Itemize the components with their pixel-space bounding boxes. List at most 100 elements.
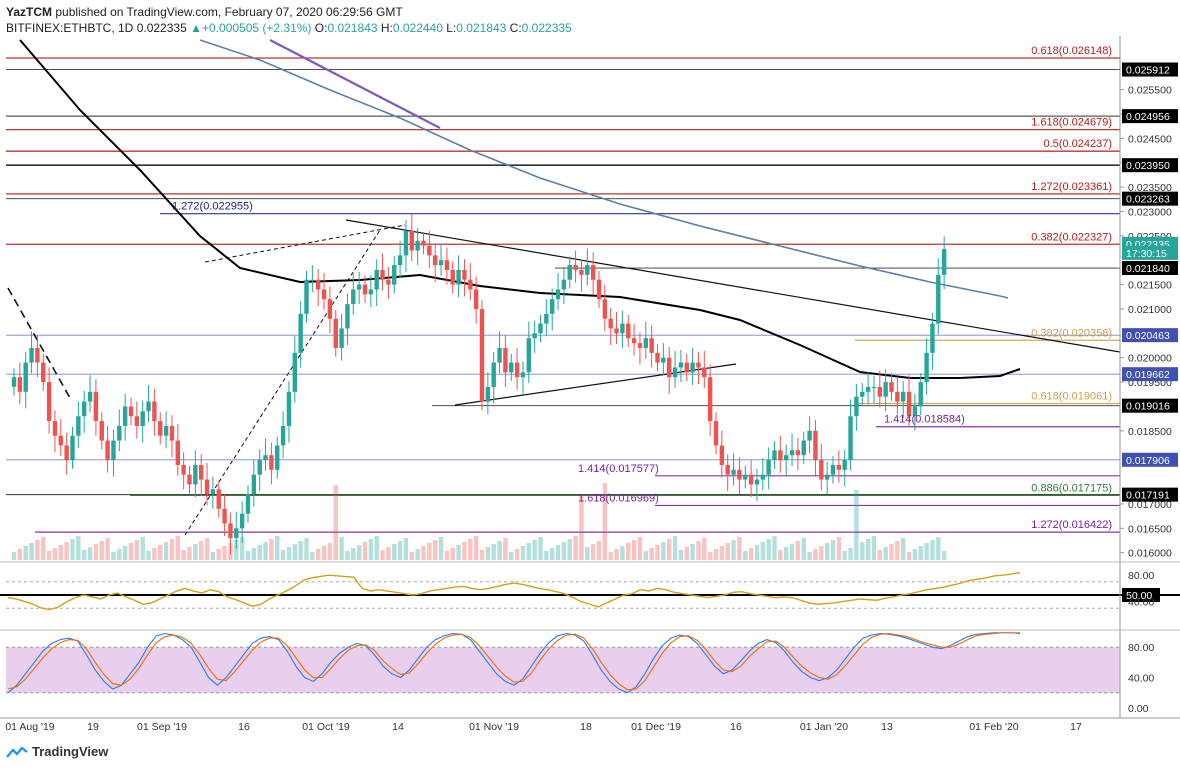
volume-bar <box>462 542 467 560</box>
close-value: 0.022335 <box>521 21 572 35</box>
candle-body <box>93 391 99 422</box>
volume-bar <box>128 543 134 560</box>
volume-bar <box>152 548 157 560</box>
candle-body <box>503 347 508 373</box>
candle-body <box>187 474 192 485</box>
volume-bar <box>175 536 180 560</box>
symbol-name[interactable]: BITFINEX:ETHBTC, 1D <box>6 21 134 35</box>
tradingview-logo[interactable]: TradingView <box>6 744 108 759</box>
volume-bar <box>766 539 771 560</box>
candle-body <box>438 260 444 266</box>
volume-bar <box>918 546 923 560</box>
candle-body <box>941 249 947 275</box>
volume-bar <box>538 537 543 560</box>
fib-level-label: 0.886(0.017175) <box>1031 482 1112 494</box>
candle-body <box>327 299 333 319</box>
volume-bar <box>351 548 356 560</box>
candle-body <box>860 391 865 397</box>
candle-body <box>351 289 356 305</box>
volume-bar <box>374 536 379 560</box>
volume-bar <box>626 543 631 560</box>
volume-bar <box>719 546 725 560</box>
volume-bar <box>438 537 444 560</box>
candle-body <box>561 279 567 290</box>
x-tick-label: 01 Oct '19 <box>302 721 350 733</box>
volume-bar <box>930 540 935 560</box>
candle-body <box>631 338 637 344</box>
volume-bar <box>737 537 742 560</box>
volume-bar <box>316 549 321 560</box>
volume-bar <box>275 536 280 560</box>
volume-bar <box>596 541 602 560</box>
volume-bar <box>140 537 145 560</box>
volume-bar <box>333 485 338 560</box>
volume-bar <box>444 551 450 560</box>
candle-body <box>345 304 350 329</box>
volume-bar <box>696 541 701 560</box>
y-tick-label: 0.025500 <box>1128 85 1172 97</box>
publisher-name[interactable]: YazTCM <box>6 5 53 19</box>
volume-bar <box>158 545 163 560</box>
volume-bar <box>163 542 169 560</box>
y-tick-label: 0.017000 <box>1128 499 1172 511</box>
y-tick-label: 0.016500 <box>1128 523 1172 535</box>
volume-bar <box>491 544 496 560</box>
candle-body <box>17 377 23 392</box>
close-label: C: <box>509 21 522 35</box>
dashed-downtrend-line <box>7 287 71 399</box>
tradingview-logo-icon <box>6 746 28 758</box>
price-tag-box <box>1122 191 1178 206</box>
candle-body <box>181 464 186 475</box>
volume-bar <box>550 548 555 560</box>
price-tag-box <box>1122 452 1178 467</box>
volume-bar <box>11 552 17 560</box>
open-label: O: <box>314 21 328 35</box>
candle-body <box>684 362 689 373</box>
candle-body <box>906 391 912 417</box>
y-tick-label: 0.021000 <box>1128 304 1172 316</box>
candle-body <box>82 401 87 417</box>
x-tick-label: 01 Aug '19 <box>5 721 54 733</box>
volume-bar <box>830 540 836 560</box>
volume-bar <box>614 549 619 560</box>
candle-body <box>901 391 906 402</box>
volume-bar <box>169 539 175 560</box>
last-price: 0.022335 <box>136 21 187 35</box>
volume-bar <box>93 544 99 560</box>
candle-body <box>936 274 941 324</box>
candle-body <box>538 323 543 334</box>
volume-bar <box>678 550 684 560</box>
candle-body <box>444 260 450 270</box>
rsi-line <box>7 571 1021 611</box>
candle-body <box>924 352 929 383</box>
volume-bar <box>64 542 69 560</box>
candle-body <box>918 382 923 407</box>
candle-body <box>111 440 116 461</box>
volume-bar <box>684 547 689 560</box>
volume-bar <box>865 539 871 560</box>
candle-body <box>58 435 63 446</box>
candle-body <box>99 421 104 441</box>
fib-level-label: 1.618(0.024679) <box>1031 117 1112 129</box>
price-tag-box <box>1122 158 1178 173</box>
candle-body <box>210 489 216 495</box>
volume-bar <box>655 545 660 560</box>
stoch-tick-label: 80.00 <box>1128 642 1154 654</box>
volume-bar <box>87 547 93 560</box>
tradingview-logo-text: TradingView <box>32 744 109 759</box>
price-tag-label: 17:30:15 <box>1126 248 1167 260</box>
candle-body <box>222 508 227 524</box>
volume-bar <box>82 550 87 560</box>
volume-bar <box>433 540 438 560</box>
volume-bar <box>707 552 713 560</box>
volume-bar <box>339 537 344 560</box>
volume-bar <box>883 547 888 560</box>
published-text: published on TradingView.com, February 0… <box>55 5 403 19</box>
candle-body <box>637 343 643 348</box>
volume-bar <box>748 548 754 560</box>
volume-bar <box>713 549 719 560</box>
volume-bar <box>204 538 210 560</box>
candle-body <box>754 479 760 485</box>
candle-body <box>263 455 268 461</box>
candle-body <box>854 396 859 417</box>
